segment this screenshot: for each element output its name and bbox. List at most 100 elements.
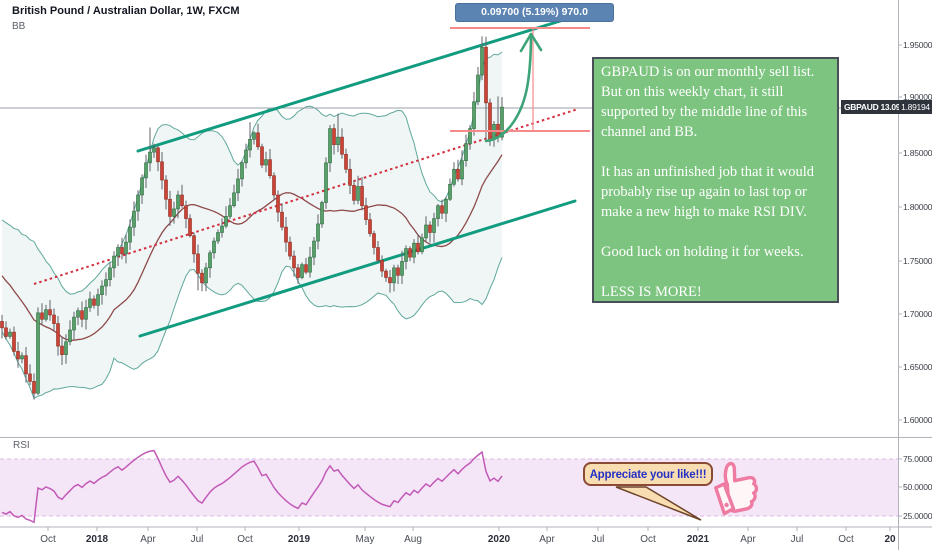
time-axis-label[interactable]: Aug: [404, 534, 422, 545]
candle: [396, 267, 400, 276]
candle: [124, 241, 128, 255]
time-axis-label[interactable]: Oct: [237, 534, 253, 545]
candle: [240, 162, 244, 180]
candle: [268, 159, 272, 177]
bb-indicator-label[interactable]: BB: [12, 21, 26, 32]
price-axis-label[interactable]: 1.75000: [903, 256, 932, 266]
candle: [388, 277, 392, 284]
price-axis-label[interactable]: 1.70000: [903, 309, 932, 319]
candle: [188, 218, 192, 237]
candle: [348, 168, 352, 186]
candle: [220, 225, 224, 233]
candle: [500, 106, 504, 138]
candle: [324, 162, 328, 203]
candle: [36, 312, 40, 394]
bollinger-lower-line: [1, 257, 503, 400]
candle: [108, 267, 112, 280]
candle: [168, 198, 172, 217]
bollinger-fill: [2, 52, 502, 399]
candle: [320, 202, 324, 225]
time-axis-label[interactable]: 2020: [487, 534, 511, 545]
thumbs-up-icon[interactable]: [704, 453, 766, 521]
candle: [128, 226, 132, 243]
analysis-note-box[interactable]: GBPAUD is on our monthly sell list. But …: [592, 57, 839, 303]
candle: [20, 355, 24, 360]
candle: [80, 310, 84, 320]
candle: [4, 327, 8, 337]
time-axis-label[interactable]: Apr: [740, 534, 756, 545]
symbol-change-badge: GBPAUD 13.09%: [841, 100, 911, 114]
candle: [244, 149, 248, 164]
price-axis-label[interactable]: 1.85000: [903, 148, 932, 158]
candle: [276, 194, 280, 213]
price-axis-label[interactable]: 1.65000: [903, 362, 932, 372]
candle: [160, 161, 164, 181]
bubble-tail: [615, 486, 702, 521]
candle: [132, 210, 136, 228]
like-request-bubble[interactable]: Appreciate your like!!!: [583, 462, 713, 486]
candle: [232, 192, 236, 207]
rsi-axis-label[interactable]: 75.0000: [903, 454, 932, 464]
time-axis-label[interactable]: 2018: [85, 534, 109, 545]
candle: [364, 205, 368, 220]
time-axis-label[interactable]: 2021: [686, 534, 710, 545]
time-axis-label[interactable]: Oct: [40, 534, 56, 545]
rsi-axis-label[interactable]: 50.0000: [903, 482, 932, 492]
candle: [428, 224, 432, 233]
candle: [292, 255, 296, 269]
candle: [40, 312, 44, 320]
candle: [252, 132, 256, 140]
time-axis-label[interactable]: Oct: [838, 534, 854, 545]
candle: [224, 216, 228, 227]
bollinger-middle-line: [1, 154, 503, 341]
time-axis-label[interactable]: Jul: [591, 534, 605, 545]
candle: [256, 132, 260, 148]
time-axis-label[interactable]: Oct: [640, 534, 656, 545]
candle: [316, 223, 320, 242]
candle: [452, 168, 456, 185]
candle: [416, 242, 420, 253]
time-axis-label[interactable]: Jul: [790, 534, 804, 545]
channel-lower-trendline: [138, 199, 577, 338]
candle: [204, 267, 208, 284]
price-axis-label[interactable]: 1.60000: [903, 415, 932, 425]
candle: [472, 101, 476, 129]
time-axis-label[interactable]: 20: [884, 534, 896, 545]
candle: [12, 331, 16, 352]
candle: [444, 198, 448, 214]
last-price-badge: 1.89194: [899, 100, 932, 114]
candle: [344, 153, 348, 170]
price-axis-label[interactable]: 1.80000: [903, 202, 932, 212]
candle: [432, 218, 436, 233]
projection-arrow: [484, 32, 533, 143]
candle: [296, 267, 300, 278]
candle: [192, 235, 196, 255]
price-axis-label[interactable]: 1.90000: [903, 92, 932, 102]
time-axis-label[interactable]: May: [355, 534, 375, 545]
candle: [304, 264, 308, 273]
candle: [44, 309, 48, 320]
candle: [424, 224, 428, 239]
price-range-measure-badge[interactable]: 0.09700 (5.19%) 970.0: [455, 3, 614, 22]
symbol-title[interactable]: British Pound / Australian Dollar, 1W, F…: [12, 5, 240, 17]
time-axis-label[interactable]: 2019: [287, 534, 311, 545]
candle: [340, 136, 344, 155]
time-axis-label[interactable]: Jul: [190, 534, 204, 545]
price-axis-label[interactable]: 1.95000: [903, 40, 932, 50]
candle: [148, 151, 152, 164]
candle: [484, 46, 488, 104]
rsi-pane-label[interactable]: RSI: [13, 440, 30, 451]
rsi-axis-label[interactable]: 25.0000: [903, 511, 932, 521]
candle: [60, 345, 64, 355]
bollinger-upper-line: [1, 51, 503, 295]
candle: [264, 159, 268, 166]
candle: [480, 46, 484, 76]
candle: [56, 323, 60, 347]
candle: [184, 205, 188, 219]
time-axis-label[interactable]: Apr: [140, 534, 156, 545]
time-axis-label[interactable]: Apr: [539, 534, 555, 545]
candle: [404, 248, 408, 262]
candle: [212, 240, 216, 254]
candle: [100, 285, 104, 295]
